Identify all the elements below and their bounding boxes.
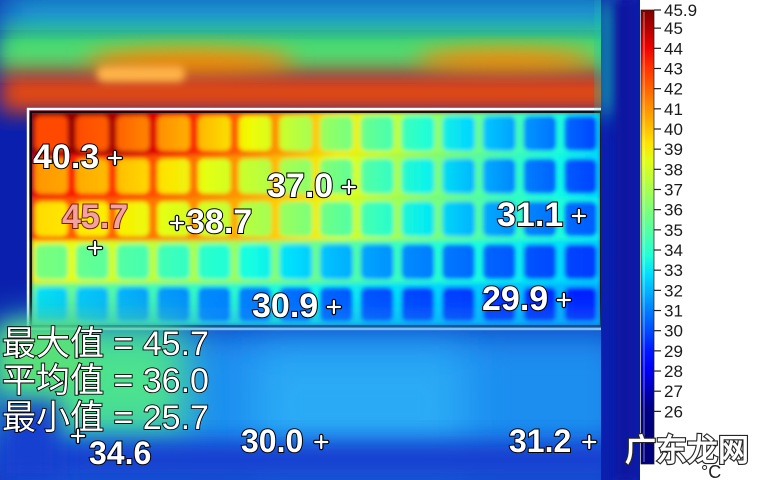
svg-text:30.9: 30.9 [252, 287, 318, 325]
svg-text:广东龙网: 广东龙网 [625, 433, 749, 468]
svg-text:39: 39 [664, 140, 683, 159]
svg-text:38.7: 38.7 [186, 203, 252, 241]
svg-text:33: 33 [664, 261, 683, 280]
svg-text:最大值 = 45.7: 最大值 = 45.7 [2, 325, 209, 363]
svg-text:30.0: 30.0 [241, 423, 303, 459]
svg-text:37: 37 [664, 181, 683, 200]
svg-text:26: 26 [664, 402, 683, 421]
svg-text:45.7: 45.7 [62, 198, 128, 236]
svg-text:°C: °C [701, 462, 721, 480]
svg-text:44: 44 [664, 39, 683, 58]
svg-text:30: 30 [664, 322, 683, 341]
svg-text:平均值 = 36.0: 平均值 = 36.0 [2, 362, 209, 400]
svg-text:34.6: 34.6 [89, 435, 151, 471]
svg-text:35: 35 [664, 221, 683, 240]
svg-text:29.9: 29.9 [482, 280, 548, 318]
svg-text:45.9: 45.9 [664, 1, 697, 20]
svg-text:37.0: 37.0 [267, 167, 333, 205]
svg-text:40.3: 40.3 [33, 138, 99, 176]
svg-text:43: 43 [664, 59, 683, 78]
svg-text:36: 36 [664, 201, 683, 220]
svg-text:最小值 = 25.7: 最小值 = 25.7 [2, 399, 209, 437]
svg-text:40: 40 [664, 120, 683, 139]
svg-text:27: 27 [664, 382, 683, 401]
svg-text:31.2: 31.2 [509, 423, 571, 459]
svg-text:42: 42 [664, 80, 683, 99]
svg-text:34: 34 [664, 241, 683, 260]
svg-text:38: 38 [664, 160, 683, 179]
svg-text:31: 31 [664, 302, 683, 321]
svg-text:32: 32 [664, 281, 683, 300]
svg-text:28: 28 [664, 362, 683, 381]
svg-text:29: 29 [664, 342, 683, 361]
svg-text:45: 45 [664, 19, 683, 38]
svg-text:41: 41 [664, 100, 683, 119]
svg-text:31.1: 31.1 [497, 196, 563, 234]
